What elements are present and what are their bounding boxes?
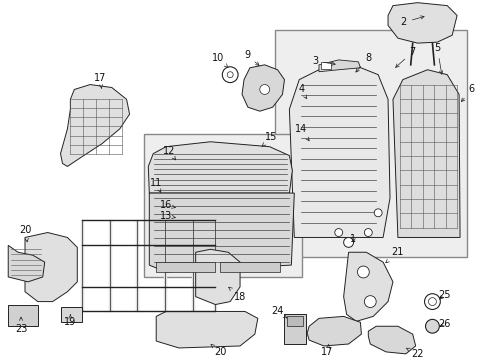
Text: 17: 17: [320, 344, 332, 357]
Text: 14: 14: [294, 124, 308, 141]
Text: 6: 6: [461, 85, 474, 102]
Text: 19: 19: [64, 315, 76, 327]
Text: 3: 3: [311, 56, 334, 66]
Bar: [8, 305, 38, 326]
Circle shape: [427, 298, 435, 306]
Text: 15: 15: [262, 132, 277, 147]
Text: 10: 10: [212, 53, 227, 68]
Bar: [61, 306, 82, 322]
Text: 16: 16: [160, 200, 175, 210]
Text: 1: 1: [350, 234, 356, 244]
Text: 26: 26: [437, 319, 449, 329]
Circle shape: [357, 266, 368, 278]
Polygon shape: [148, 142, 292, 193]
Circle shape: [364, 229, 371, 237]
Bar: [284, 314, 305, 344]
Text: 23: 23: [15, 317, 27, 334]
Text: 4: 4: [298, 85, 306, 99]
Text: 7: 7: [395, 47, 415, 67]
Polygon shape: [242, 65, 284, 111]
Text: 13: 13: [160, 211, 175, 221]
Bar: [320, 62, 330, 69]
Circle shape: [259, 85, 269, 94]
Text: 2: 2: [400, 16, 423, 27]
Polygon shape: [149, 193, 294, 272]
Polygon shape: [387, 3, 456, 43]
Text: 22: 22: [405, 348, 423, 359]
Bar: [274, 30, 466, 257]
Polygon shape: [318, 60, 360, 72]
Text: 8: 8: [355, 53, 370, 72]
Text: 9: 9: [244, 50, 259, 66]
Text: 24: 24: [271, 306, 286, 318]
Circle shape: [373, 209, 381, 217]
Polygon shape: [195, 249, 240, 305]
Polygon shape: [343, 252, 392, 321]
Text: 5: 5: [433, 43, 442, 74]
Polygon shape: [61, 85, 129, 166]
Polygon shape: [367, 326, 415, 354]
Text: 17: 17: [94, 73, 106, 88]
Text: 20: 20: [211, 345, 226, 357]
Text: 18: 18: [228, 287, 245, 302]
Polygon shape: [392, 70, 459, 238]
Polygon shape: [289, 65, 389, 238]
Polygon shape: [306, 316, 361, 346]
Circle shape: [424, 294, 439, 310]
Circle shape: [343, 238, 353, 247]
Bar: [156, 262, 215, 272]
Circle shape: [334, 229, 342, 237]
Text: 20: 20: [19, 225, 31, 242]
Circle shape: [227, 72, 233, 78]
Text: 11: 11: [150, 178, 162, 192]
Bar: [287, 316, 303, 326]
Bar: [220, 262, 279, 272]
Circle shape: [222, 67, 238, 82]
Circle shape: [364, 296, 375, 307]
Text: 21: 21: [385, 247, 403, 263]
Polygon shape: [8, 246, 44, 282]
Text: 12: 12: [163, 146, 175, 160]
Polygon shape: [25, 233, 77, 302]
Text: 25: 25: [437, 290, 449, 300]
Circle shape: [425, 319, 438, 333]
Polygon shape: [156, 311, 257, 348]
Bar: [144, 134, 302, 277]
